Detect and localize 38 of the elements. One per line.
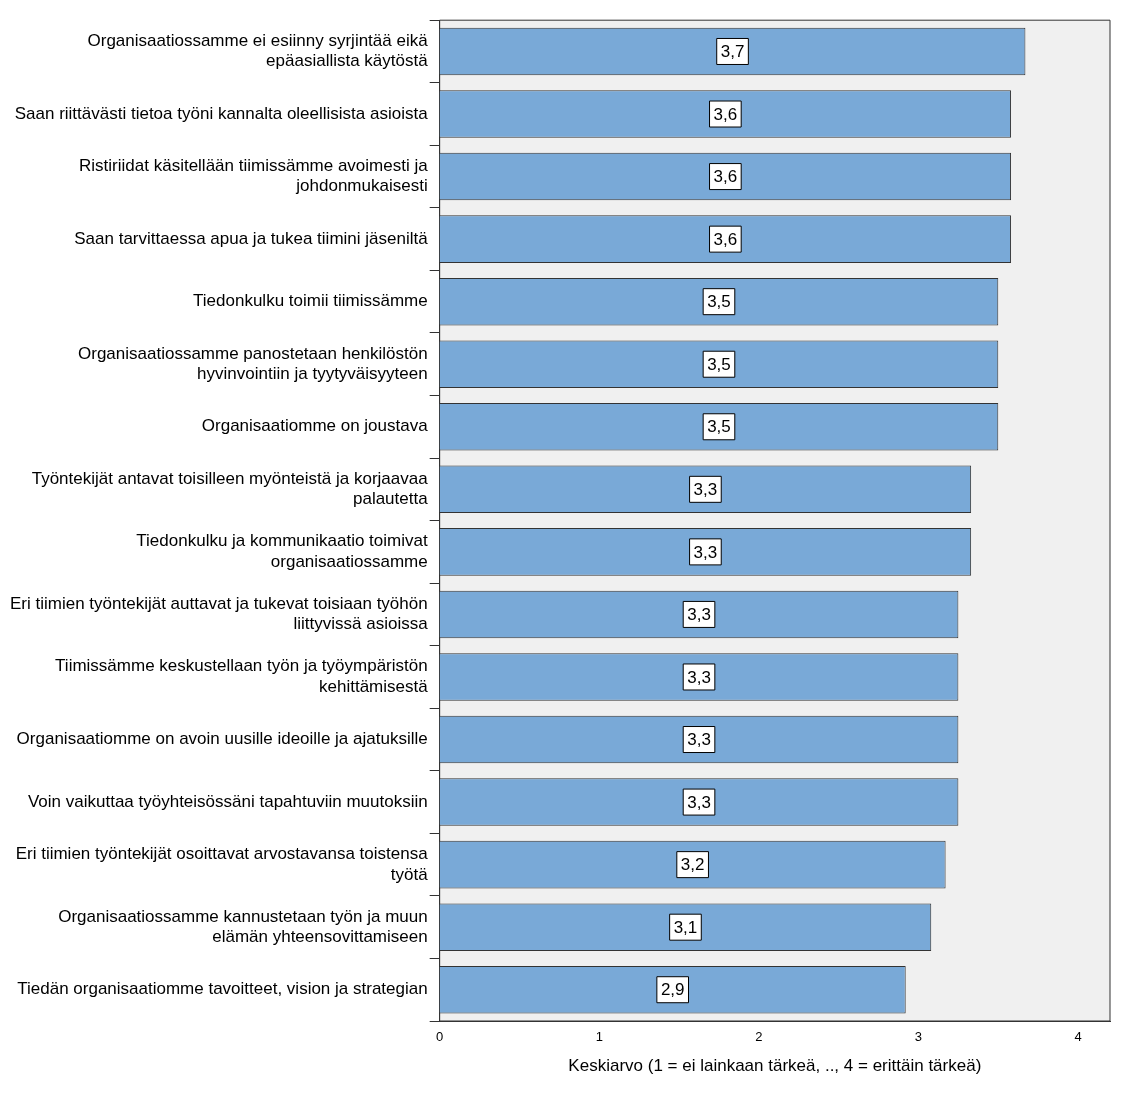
y-tick-label: Tiimissämme keskustellaan työn ja työympäristön kehittämisestä (55, 656, 429, 696)
data-label: 3,3 (687, 792, 711, 812)
x-tick-label: 2 (755, 1029, 763, 1045)
data-label: 3,3 (693, 480, 718, 500)
y-tick-label: Organisaatiomme on avoin uusille ideoille ja ajatuksille (16, 729, 428, 749)
x-tick-label: 1 (595, 1029, 603, 1045)
y-tick-label: Organisaatiossamme panostetaan henkilöstön hyvinvointiin ja tyytyväisyyteen (78, 343, 428, 384)
data-label: 3,6 (713, 167, 738, 187)
x-axis-title: Keskiarvo (1 = ei lainkaan tärkeä, .., 4 = erittäin tärkeä) (568, 1056, 982, 1076)
y-tick-label: Ristiriidat käsitellään tiimissämme avoimesti ja johdonmukaisesti (79, 156, 429, 196)
data-label: 3,1 (673, 917, 698, 937)
data-label: 3,7 (720, 42, 745, 62)
y-tick-label: Tiedonkulku ja kommunikaatio toimivat organisaatiossamme (136, 531, 428, 571)
y-tick-label: Työntekijät antavat toisilleen myönteistä ja korjaavaa palautetta (31, 468, 429, 509)
x-tick-label: 0 (436, 1029, 444, 1045)
data-label: 3,3 (687, 730, 711, 750)
y-tick-label: Tiedän organisaatiomme tavoitteet, vision ja strategian (17, 979, 428, 999)
y-tick-label: Organisaatiossamme ei esiinny syrjintää eikä epäasiallista käytöstä (87, 30, 429, 71)
y-tick-label: Saan tarvittaessa apua ja tukea tiimini jäseniltä (74, 228, 429, 248)
data-label: 3,3 (687, 605, 711, 625)
data-label: 3,6 (713, 104, 738, 124)
y-tick-label: Tiedonkulku toimii tiimissämme (193, 291, 428, 311)
data-label: 3,2 (680, 855, 705, 875)
y-tick-label: Saan riittävästi tietoa työni kannalta oleellisista asioista (14, 103, 429, 123)
data-label: 3,5 (707, 417, 731, 437)
y-tick-label: Eri tiimien työntekijät auttavat ja tukevat toisiaan työhön liittyvissä asioissa (10, 593, 429, 634)
y-tick-label: Organisaatiossamme kannustetaan työn ja muun elämän yhteensovittamiseen (58, 906, 428, 947)
data-label: 3,5 (707, 292, 731, 312)
data-label: 3,3 (687, 667, 711, 687)
data-label: 3,5 (707, 354, 731, 374)
y-tick-label: Organisaatiomme on joustava (201, 416, 429, 436)
y-tick-label: Eri tiimien työntekijät osoittavat arvostavansa toistensa työtä (15, 844, 429, 884)
data-label: 3,6 (713, 229, 738, 249)
data-label: 2,9 (660, 980, 685, 1000)
y-tick-label: Voin vaikuttaa työyhteisössäni tapahtuviin muutoksiin (27, 791, 428, 811)
x-tick-label: 4 (1074, 1029, 1082, 1045)
x-tick-label: 3 (914, 1029, 923, 1045)
data-label: 3,3 (693, 542, 718, 562)
